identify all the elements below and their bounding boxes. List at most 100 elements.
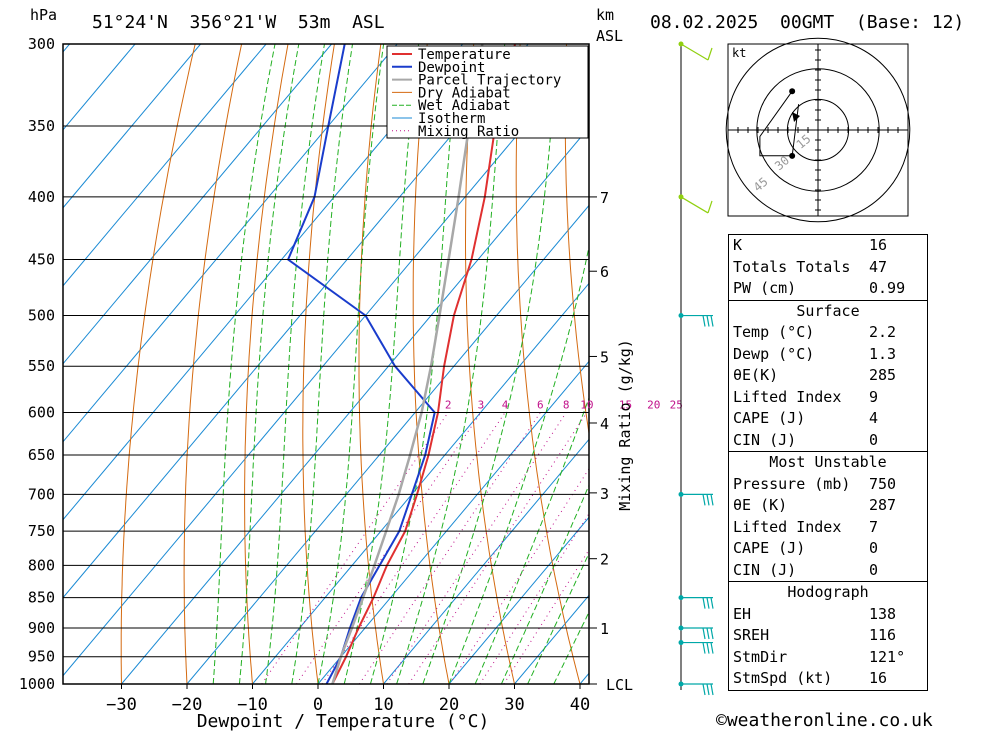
location-title: 51°24'N 356°21'W 53m ASL (92, 12, 385, 33)
mixing-ratio-axis-title: Mixing Ratio (g/kg) (616, 339, 634, 511)
index-row: K 16 (729, 235, 927, 257)
surface-row-label: Dewp (°C) (733, 344, 815, 363)
surface-row-label: Lifted Index (733, 387, 842, 406)
index-row-label: Totals Totals (733, 257, 851, 276)
most-unstable-row-value: 287 (869, 496, 897, 514)
height-tick-label: 1 (600, 620, 609, 638)
hodograph-row-label: EH (733, 604, 752, 623)
most-unstable-row: θE (K) 287 (729, 495, 927, 517)
hodograph-section-title: Hodograph (729, 581, 927, 604)
mixing-ratio-label: 10 (580, 398, 593, 411)
dry-adiabat-line (358, 44, 384, 684)
pressure-tick-label: 600 (28, 403, 55, 421)
surface-row-label: Temp (°C) (733, 323, 815, 341)
most-unstable-row-value: 750 (869, 474, 897, 493)
hodograph-row-value: 16 (869, 669, 888, 687)
datetime-title: 08.02.2025 00GMT (Base: 12) (650, 12, 965, 33)
mixing-ratio-line (358, 412, 541, 684)
height-tick-label: 4 (600, 415, 609, 433)
wet-adiabat-line (553, 611, 589, 684)
dry-adiabat-line (183, 44, 243, 684)
pressure-tick-label: 650 (28, 446, 55, 464)
surface-row-label: CAPE (J) (733, 409, 806, 427)
wind-barb (678, 625, 714, 640)
most-unstable-section-title: Most Unstable (729, 451, 927, 474)
isotherm-line (317, 360, 589, 684)
temperature-tick-label: 20 (439, 695, 459, 715)
legend-entry: Mixing Ratio (418, 124, 519, 140)
wet-adiabat-line (343, 44, 420, 684)
most-unstable-row-label: CIN (J) (733, 560, 797, 579)
isotherm-line (121, 126, 589, 684)
hodograph-row: EH 138 (729, 604, 927, 626)
index-row-label: K (733, 236, 743, 254)
height-unit-label: km (596, 6, 615, 24)
hodograph-unit: kt (732, 46, 746, 60)
dry-adiabat-line (302, 44, 335, 684)
dry-adiabat-line (935, 26, 1000, 684)
mixing-ratio-line (503, 548, 589, 684)
index-row-value: 47 (869, 257, 888, 276)
isotherm-line (63, 44, 529, 599)
wind-barb (678, 491, 714, 506)
pressure-tick-label: 450 (28, 251, 55, 269)
hodograph-row: StmDir 121° (729, 647, 927, 669)
surface-row: Dewp (°C) 1.3 (729, 344, 927, 366)
pressure-tick-label: 800 (28, 556, 55, 574)
mixing-ratio-label: 8 (563, 398, 570, 411)
height-unit-asl-label: ASL (596, 27, 624, 45)
hodograph-row: StmSpd (kt) 16 (729, 668, 927, 690)
pressure-tick-label: 750 (28, 522, 55, 540)
mixing-ratio-label: 15 (619, 398, 632, 411)
most-unstable-row: CIN (J) 0 (729, 560, 927, 582)
wet-adiabat-line (422, 44, 559, 684)
surface-row-value: 0 (869, 430, 879, 449)
dry-adiabat-line (465, 44, 515, 684)
dry-adiabat-line (244, 44, 289, 684)
wet-adiabat-line (474, 396, 589, 684)
isotherm-line (448, 516, 589, 684)
isotherm-line (63, 44, 267, 287)
surface-row-label: θE(K) (733, 366, 779, 384)
isotherm-line (63, 44, 201, 209)
surface-row-value: 1.3 (869, 344, 897, 363)
pressure-tick-label: 300 (28, 35, 55, 53)
legend-entry: Wet Adiabat (418, 98, 511, 114)
pressure-tick-label: 900 (28, 619, 55, 637)
hodograph-row-label: SREH (733, 626, 770, 644)
surface-row-value: 2.2 (869, 323, 897, 341)
height-tick-label: 6 (600, 263, 609, 281)
legend-entry: Temperature (418, 47, 511, 63)
index-row: PW (cm) 0.99 (729, 278, 927, 300)
pressure-tick-label: 1000 (19, 675, 55, 693)
mixing-ratio-line (321, 412, 506, 684)
wet-adiabat-line (500, 484, 589, 684)
mixing-ratio-line (408, 412, 588, 684)
wet-adiabat-line (291, 44, 353, 684)
copyright[interactable]: ©weatheronline.co.uk (716, 710, 933, 731)
temperature-tick-label: −20 (172, 695, 203, 715)
index-row-value: 16 (869, 236, 888, 254)
most-unstable-row-value: 0 (869, 539, 879, 557)
hodograph-row-value: 138 (869, 604, 897, 623)
mixing-ratio-line (261, 412, 449, 684)
dry-adiabat-line (981, 26, 1000, 684)
surface-row-value: 4 (869, 409, 879, 427)
index-row-label: PW (cm) (733, 279, 797, 297)
most-unstable-row: Pressure (mb) 750 (729, 474, 927, 496)
isotherm-line (383, 438, 589, 684)
pressure-tick-label: 950 (28, 648, 55, 666)
mixing-ratio-label: 25 (670, 398, 683, 411)
most-unstable-row-label: Lifted Index (733, 517, 842, 536)
temperature-tick-label: 10 (373, 695, 393, 715)
legend-entry: Dry Adiabat (418, 85, 511, 101)
dry-adiabat-line (120, 44, 196, 684)
dry-adiabat-line (564, 44, 589, 437)
hodograph-trace (759, 90, 800, 157)
lcl-label: LCL (606, 676, 633, 694)
hodograph-row: SREH 116 (729, 625, 927, 647)
pressure-tick-label: 700 (28, 485, 55, 503)
isotherm-line (186, 204, 589, 684)
